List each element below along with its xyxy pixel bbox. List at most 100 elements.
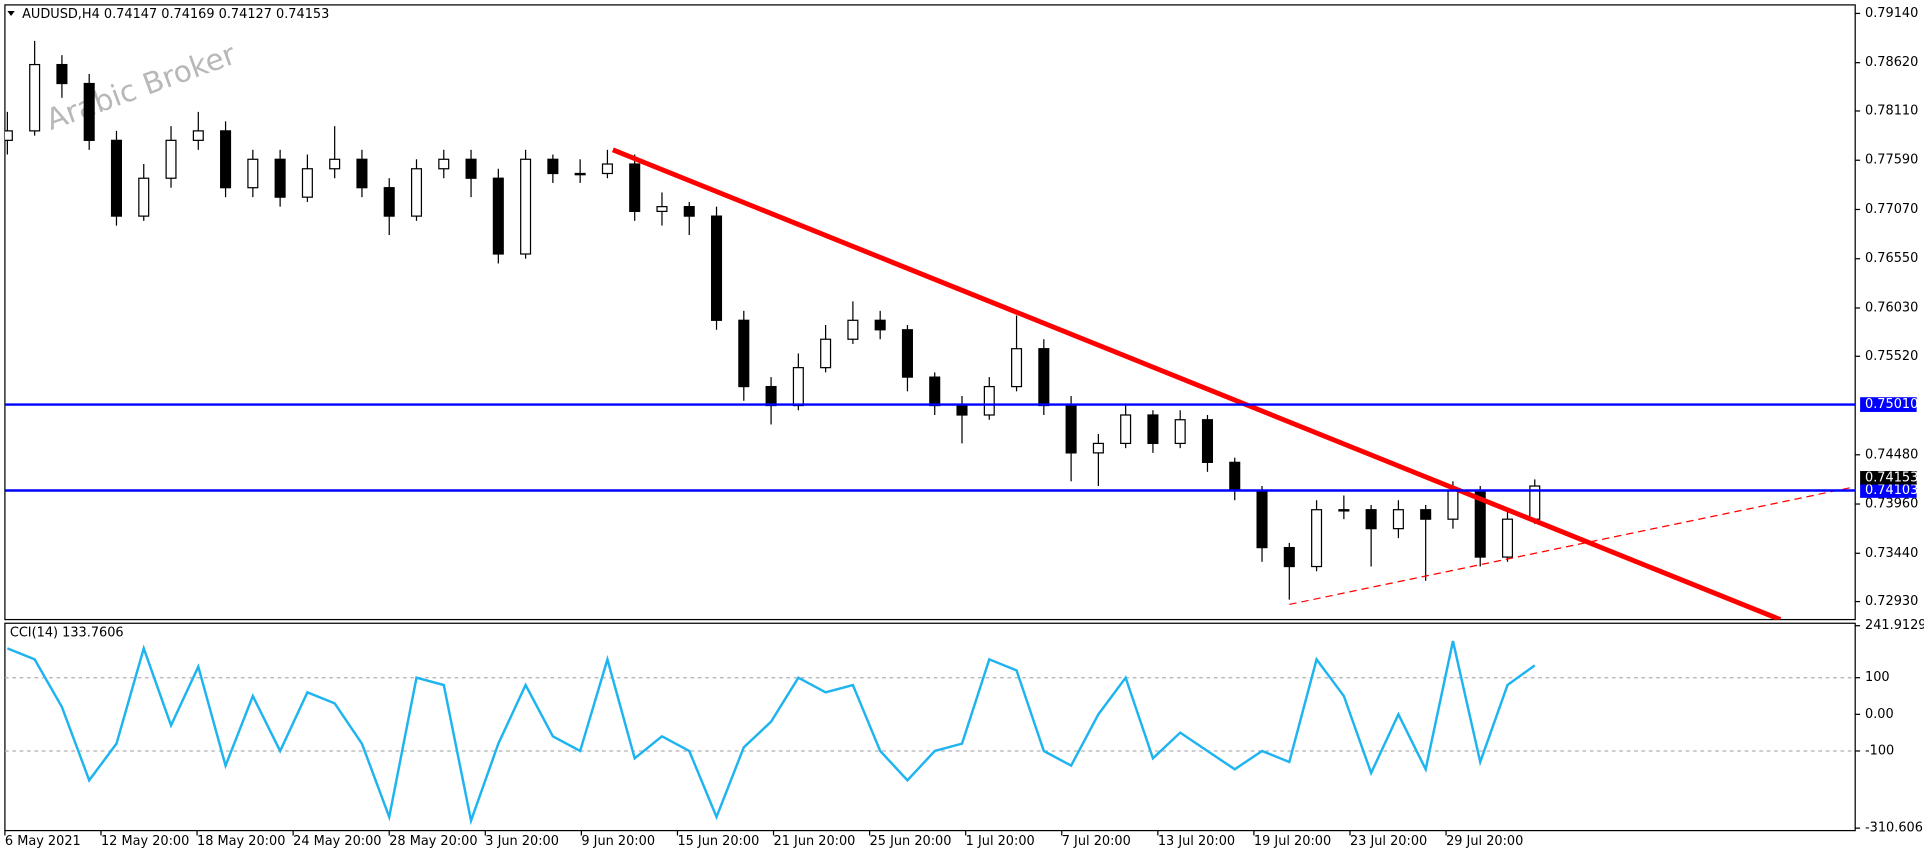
candle-body <box>901 329 913 378</box>
y-tick-label: 0.79140 <box>1865 6 1918 21</box>
y-tick-label: 0.78110 <box>1865 103 1918 118</box>
x-tick-label: 18 May 20:00 <box>197 834 285 849</box>
candle-body <box>1501 518 1514 558</box>
candle-body <box>29 63 41 132</box>
candle-body <box>1120 414 1132 445</box>
x-tick-label: 25 Jun 20:00 <box>870 834 952 849</box>
candle-body <box>138 177 150 217</box>
candle-body <box>1392 509 1404 530</box>
candle-body <box>547 158 559 175</box>
y-tick-label: 0.77070 <box>1865 202 1918 217</box>
candle-body <box>1283 546 1295 568</box>
y-tick-label: 0.75520 <box>1865 349 1918 364</box>
candle-body <box>956 404 968 416</box>
y-tick-label: -100 <box>1865 743 1894 758</box>
candle-body <box>220 130 232 189</box>
x-tick-label: 15 Jun 20:00 <box>677 834 759 849</box>
chart-title: AUDUSD,H4 0.74147 0.74169 0.74127 0.7415… <box>22 7 329 22</box>
candle-body <box>1065 404 1077 454</box>
y-tick-label: 0.77590 <box>1865 153 1918 168</box>
candle-body <box>1201 419 1214 463</box>
x-tick-label: 21 Jun 20:00 <box>774 834 856 849</box>
x-tick-label: 6 May 2021 <box>5 834 81 849</box>
candle-body <box>1256 490 1268 549</box>
candle-body <box>710 215 723 321</box>
candle-body <box>629 163 641 212</box>
watermark: Arabic Broker <box>42 37 241 137</box>
title-arrow <box>7 11 15 16</box>
candle-body <box>56 63 68 85</box>
candle-body <box>574 172 586 176</box>
candle-body <box>820 338 832 369</box>
current-price-bg <box>1860 471 1917 485</box>
candle-body <box>792 367 804 407</box>
candle-body <box>274 158 286 198</box>
y-tick-label: 0.76550 <box>1865 251 1918 266</box>
candle-body <box>438 158 450 170</box>
candle-body <box>356 158 368 189</box>
level-label: 0.75010 <box>1865 397 1918 412</box>
candle-body <box>383 187 395 217</box>
candle-body <box>520 158 532 255</box>
cci-panel <box>4 622 1856 832</box>
candle-body <box>874 319 886 331</box>
x-tick-label: 23 Jul 20:00 <box>1350 834 1427 849</box>
candle-body <box>247 158 259 189</box>
plot-area <box>4 40 1855 620</box>
candle-body <box>1174 419 1186 445</box>
candle-body <box>738 319 750 388</box>
y-tick-label: 0.73960 <box>1865 497 1918 512</box>
y-tick-label: 0.74480 <box>1865 447 1918 462</box>
candle-body <box>301 168 313 198</box>
trend-line <box>611 147 1782 620</box>
candle-body <box>165 139 177 179</box>
y-tick-label: 100 <box>1865 670 1890 685</box>
candle-body <box>465 158 477 179</box>
candle-body <box>1338 509 1350 512</box>
candle-body <box>601 163 613 175</box>
candle-body <box>110 139 123 217</box>
candle-body <box>1011 348 1023 388</box>
level-label-bg <box>1860 483 1917 498</box>
trend-line <box>1289 486 1855 606</box>
y-tick-label: 0.72930 <box>1865 594 1918 609</box>
x-tick-label: 13 Jul 20:00 <box>1158 834 1235 849</box>
candle-body <box>1229 461 1241 492</box>
candle-body <box>329 158 341 170</box>
candle-body <box>192 130 204 141</box>
x-tick-label: 19 Jul 20:00 <box>1254 834 1331 849</box>
candle-body <box>929 376 941 407</box>
candle-body <box>1311 509 1323 568</box>
candle-body <box>1038 348 1050 407</box>
candle-body <box>1092 442 1104 454</box>
y-tick-label: 0.00 <box>1865 707 1894 722</box>
y-tick-label: -310.6061 <box>1865 821 1924 836</box>
candle-body <box>1447 490 1459 520</box>
candle-body <box>492 177 504 255</box>
main-panel <box>4 4 1856 621</box>
x-tick-label: 7 Jul 20:00 <box>1062 834 1131 849</box>
candle-body <box>1420 509 1432 520</box>
level-label: 0.74103 <box>1865 483 1918 498</box>
candle-body <box>1365 509 1377 530</box>
candle-body <box>765 385 777 407</box>
current-price-label: 0.74153 <box>1865 470 1918 485</box>
candle-body <box>847 319 859 340</box>
x-tick-label: 1 Jul 20:00 <box>966 834 1035 849</box>
level-label-bg <box>1860 397 1917 412</box>
x-tick-label: 12 May 20:00 <box>101 834 189 849</box>
x-tick-label: 28 May 20:00 <box>389 834 477 849</box>
x-tick-label: 3 Jun 20:00 <box>485 834 559 849</box>
candle-body <box>683 206 695 217</box>
x-tick-label: 9 Jun 20:00 <box>581 834 655 849</box>
cci-line <box>6 640 1536 826</box>
x-tick-label: 24 May 20:00 <box>293 834 381 849</box>
candle-body <box>4 130 13 141</box>
y-tick-label: 0.73440 <box>1865 546 1918 561</box>
y-tick-label: 0.78620 <box>1865 55 1918 70</box>
y-tick-label: 241.9129 <box>1865 618 1924 633</box>
candle-body <box>656 206 668 212</box>
x-tick-label: 29 Jul 20:00 <box>1446 834 1523 849</box>
